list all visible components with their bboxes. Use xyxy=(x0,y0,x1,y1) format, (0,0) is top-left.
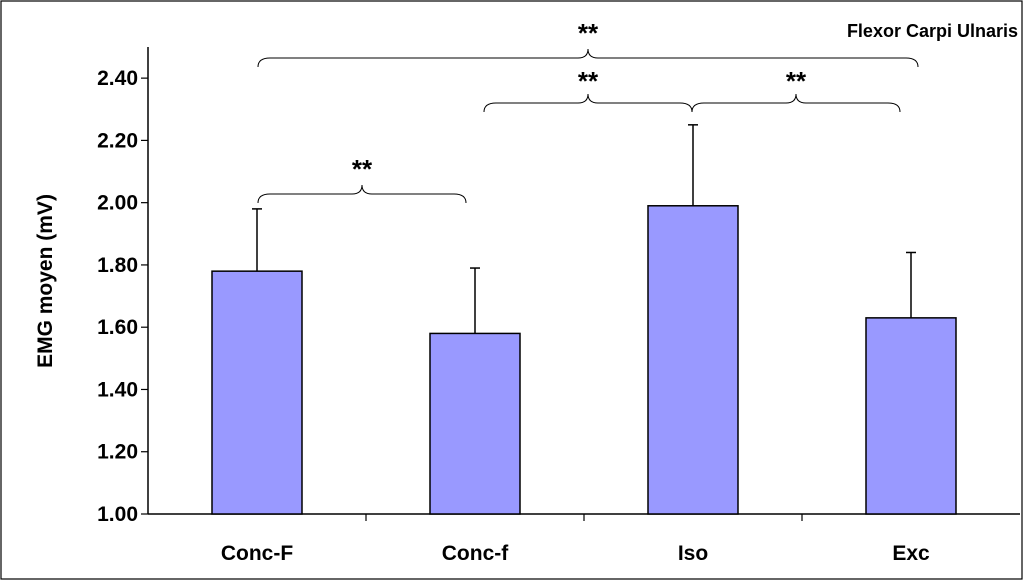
significance-label: ** xyxy=(578,18,599,48)
x-tick-label: Conc-F xyxy=(221,542,293,565)
x-tick-label: Conc-f xyxy=(442,542,509,565)
y-tick-label: 1.60 xyxy=(97,316,138,339)
bar-exc xyxy=(866,318,956,514)
chart-title: Flexor Carpi Ulnaris xyxy=(847,21,1018,41)
significance-label: ** xyxy=(352,154,373,184)
bar-conc-f xyxy=(212,271,302,514)
y-tick-label: 2.40 xyxy=(97,67,138,90)
y-tick-label: 2.00 xyxy=(97,192,138,215)
y-tick-label: 1.80 xyxy=(97,254,138,277)
x-tick-label: Exc xyxy=(892,542,930,565)
x-tick-label: Iso xyxy=(678,542,708,565)
significance-label: ** xyxy=(578,66,599,96)
y-axis-label: EMG moyen (mV) xyxy=(34,194,57,368)
y-tick-label: 1.00 xyxy=(97,503,138,526)
bar-conc-f xyxy=(430,333,520,514)
y-tick-label: 2.20 xyxy=(97,129,138,152)
bar-iso xyxy=(648,206,738,514)
significance-label: ** xyxy=(786,66,807,96)
y-tick-label: 1.20 xyxy=(97,441,138,464)
y-tick-label: 1.40 xyxy=(97,378,138,401)
